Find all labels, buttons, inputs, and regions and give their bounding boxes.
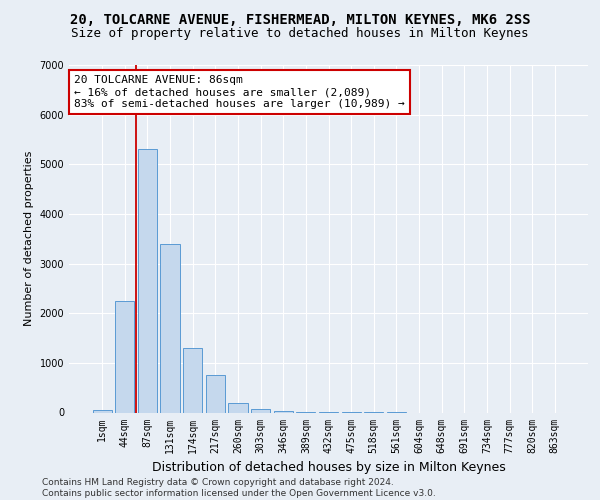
- Text: 20 TOLCARNE AVENUE: 86sqm
← 16% of detached houses are smaller (2,089)
83% of se: 20 TOLCARNE AVENUE: 86sqm ← 16% of detac…: [74, 76, 405, 108]
- Bar: [138, 150, 157, 412]
- Text: 20, TOLCARNE AVENUE, FISHERMEAD, MILTON KEYNES, MK6 2SS: 20, TOLCARNE AVENUE, FISHERMEAD, MILTON …: [70, 12, 530, 26]
- Bar: [115, 301, 134, 412]
- Bar: [183, 348, 202, 412]
- X-axis label: Distribution of detached houses by size in Milton Keynes: Distribution of detached houses by size …: [152, 461, 505, 474]
- Bar: [229, 402, 248, 412]
- Y-axis label: Number of detached properties: Number of detached properties: [24, 151, 34, 326]
- Bar: [92, 410, 112, 412]
- Bar: [160, 244, 180, 412]
- Text: Contains HM Land Registry data © Crown copyright and database right 2024.
Contai: Contains HM Land Registry data © Crown c…: [42, 478, 436, 498]
- Bar: [251, 408, 270, 412]
- Text: Size of property relative to detached houses in Milton Keynes: Size of property relative to detached ho…: [71, 28, 529, 40]
- Bar: [206, 376, 225, 412]
- Bar: [274, 411, 293, 412]
